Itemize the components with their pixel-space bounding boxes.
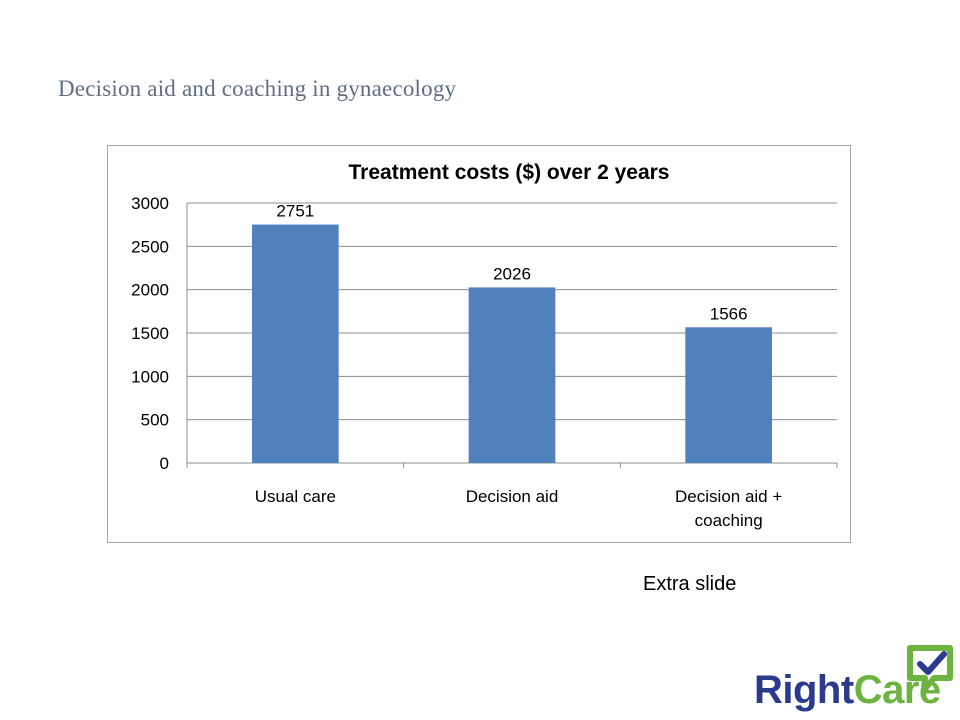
y-tick-label: 3000 [131, 194, 169, 213]
y-tick-label: 0 [160, 454, 169, 473]
chart-title: Treatment costs ($) over 2 years [349, 161, 670, 184]
y-tick-label: 2500 [131, 237, 169, 256]
x-tick-label: Decision aid [466, 487, 559, 506]
rightcare-logo: RightCare [752, 640, 960, 720]
bar [685, 327, 772, 463]
extra-slide-note: Extra slide [643, 573, 737, 595]
logo-right-text: Right [754, 668, 854, 712]
x-tick-label: Usual care [255, 487, 336, 506]
data-label: 2751 [276, 202, 314, 221]
bar [252, 224, 339, 463]
x-tick-label: coaching [695, 511, 763, 530]
y-tick-label: 1000 [131, 367, 169, 386]
chart-canvas: Treatment costs ($) over 2 years 0 500 1000… [131, 161, 838, 530]
data-label: 2026 [493, 264, 531, 283]
bar [468, 287, 556, 463]
y-tick-label: 2000 [131, 281, 169, 300]
chart: Treatment costs ($) over 2 years 0 500 1000… [107, 145, 851, 543]
x-tick-label: Decision aid + [675, 487, 782, 506]
data-label: 1566 [710, 304, 748, 323]
y-tick-label: 1500 [131, 324, 169, 343]
y-tick-label: 500 [141, 411, 169, 430]
speech-bubble-check-icon [907, 645, 953, 693]
slide-title: Decision aid and coaching in gynaecology [58, 76, 457, 101]
